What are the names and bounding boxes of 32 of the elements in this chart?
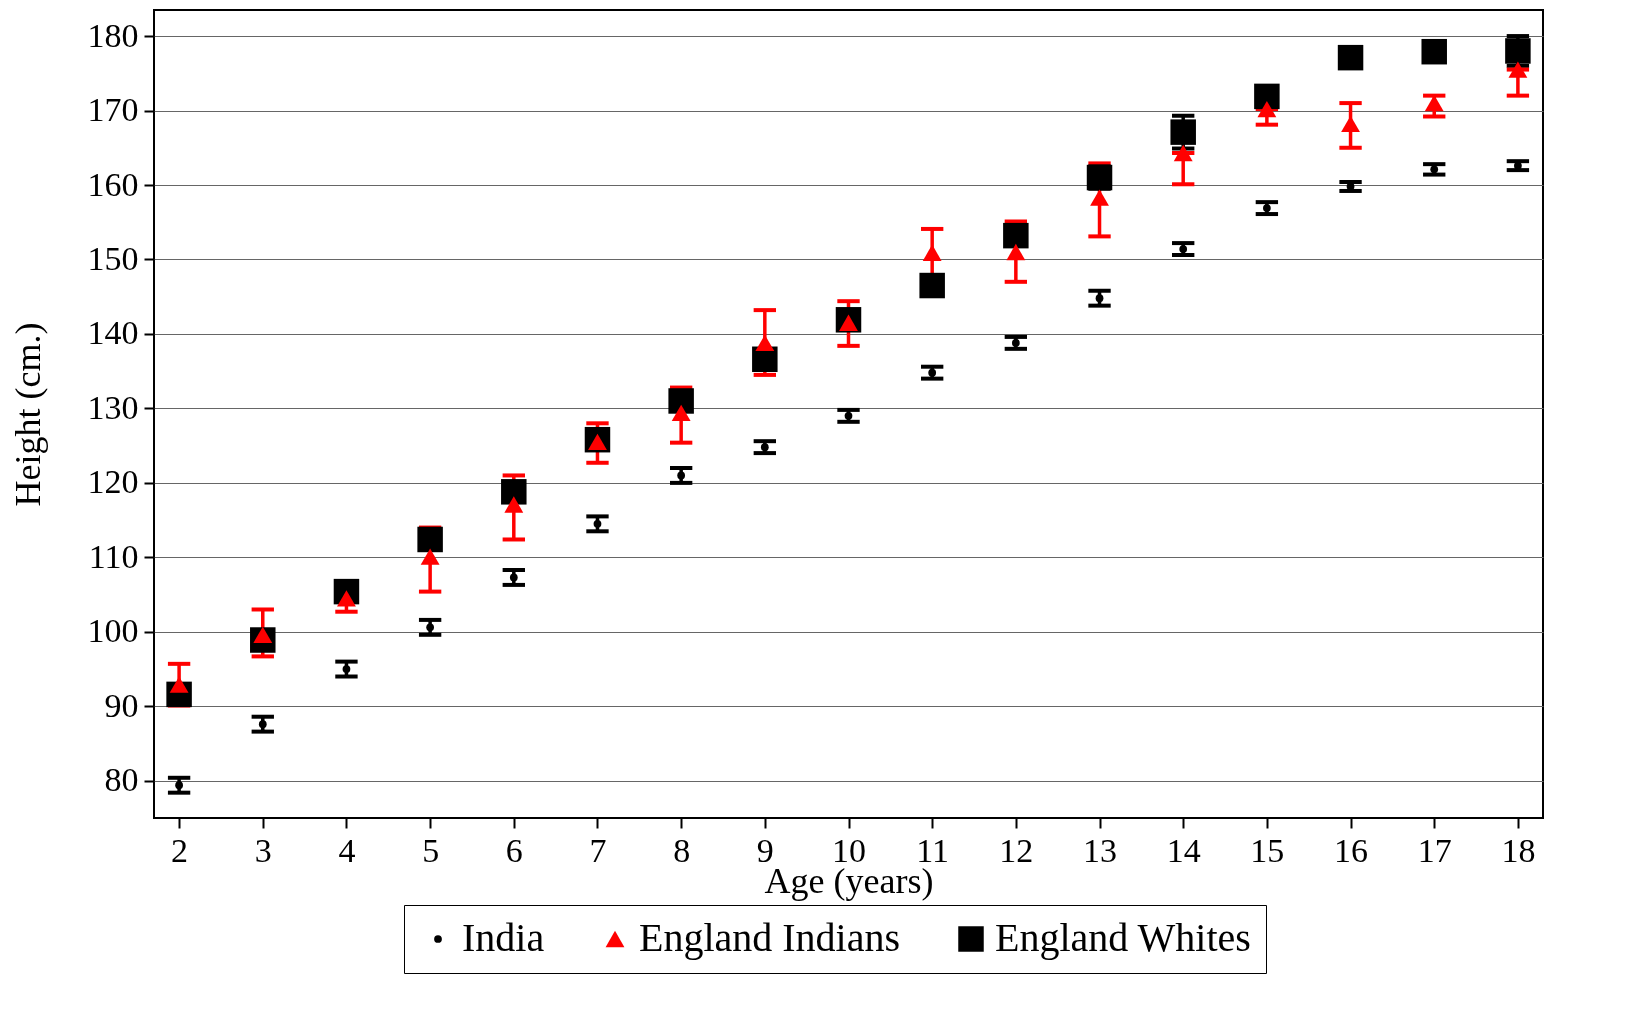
y-tick-label: 140 [87,314,139,352]
x-tick-label: 7 [589,831,607,869]
y-tick-label: 130 [87,388,139,426]
x-tick-label: 8 [673,831,691,869]
x-tick-label: 13 [1083,831,1118,869]
y-tick-label: 160 [87,165,139,203]
y-tick-label: 110 [88,537,139,575]
x-tick-label: 16 [1334,831,1369,869]
x-tick-label: 3 [254,831,272,869]
x-tick-label: 15 [1250,831,1285,869]
x-tick-label: 12 [999,831,1034,869]
x-tick-label: 14 [1166,831,1201,869]
x-tick-label: 5 [422,831,440,869]
legend-label: England Whites [995,915,1251,960]
y-tick-label: 100 [87,612,139,650]
x-tick-label: 11 [916,831,950,869]
y-tick-label: 180 [87,16,139,54]
y-tick-label: 150 [87,239,139,277]
x-tick-label: 9 [756,831,774,869]
legend-label: India [462,915,545,960]
x-tick-label: 6 [505,831,523,869]
y-tick-label: 90 [104,686,139,724]
x-tick-label: 18 [1501,831,1536,869]
x-tick-label: 2 [171,831,189,869]
x-tick-label: 10 [832,831,866,869]
y-tick-label: 120 [87,463,139,501]
x-tick-label: 17 [1417,831,1452,869]
x-tick-label: 4 [338,831,356,869]
legend-label: England Indians [639,915,901,960]
y-tick-label: 80 [104,761,139,799]
y-tick-label: 170 [87,91,139,129]
y-axis-title: Height (cm.) [7,322,48,507]
